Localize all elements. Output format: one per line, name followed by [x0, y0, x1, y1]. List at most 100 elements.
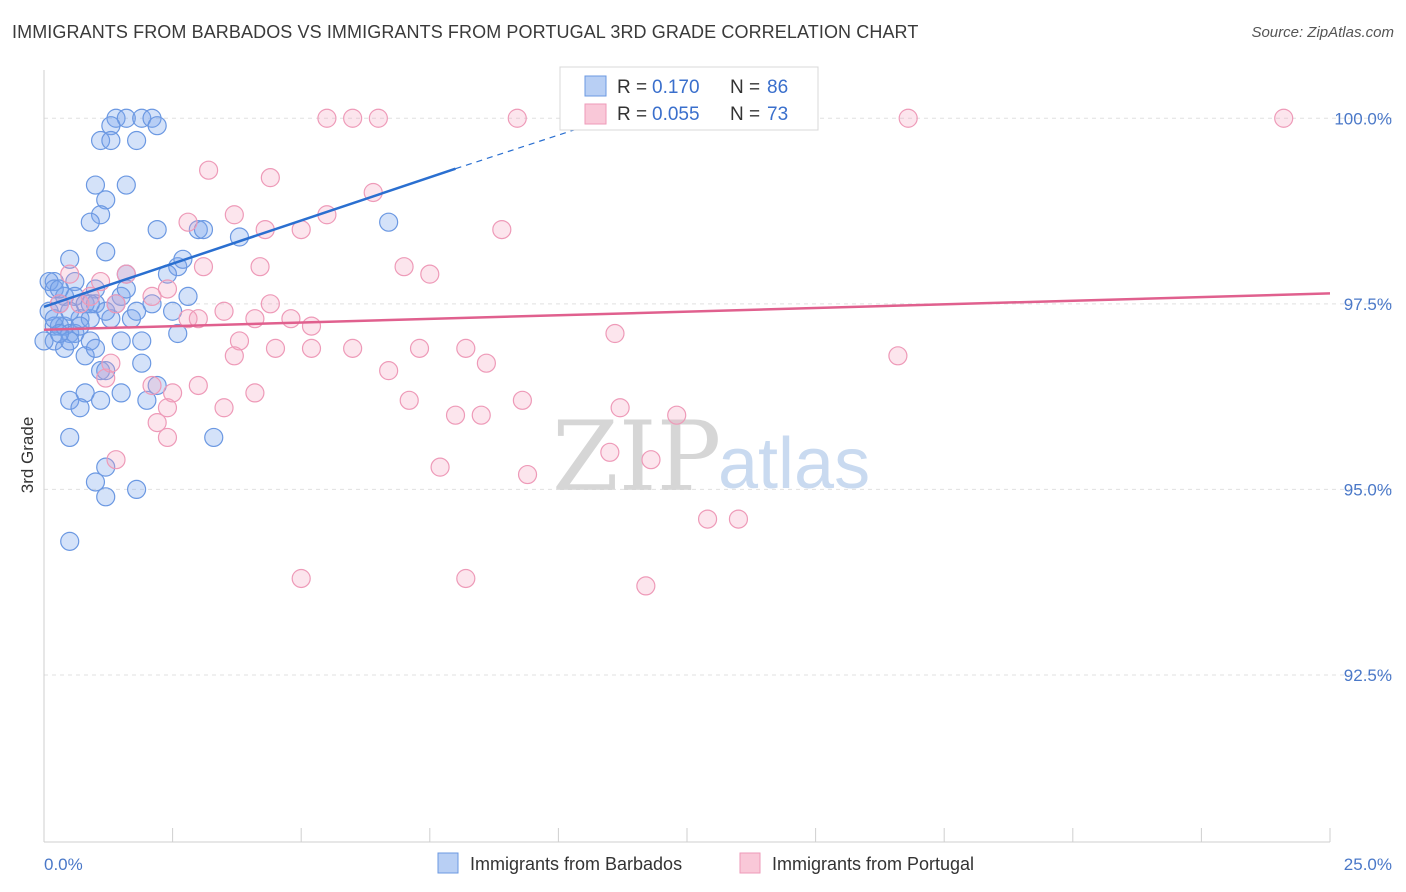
point-portugal-23	[157, 279, 178, 299]
point-portugal-42	[888, 346, 908, 366]
legend-swatch-portugal	[584, 103, 607, 125]
point-portugal-63	[697, 509, 718, 529]
legend-swatch-barbados	[584, 75, 607, 97]
point-portugal-26	[178, 309, 198, 329]
point-barbados-66	[60, 427, 80, 448]
point-portugal-61	[600, 442, 620, 462]
point-barbados-11	[96, 190, 116, 210]
legend-n-label-1: N =	[730, 77, 760, 98]
point-portugal-12	[224, 205, 244, 225]
point-barbados-14	[147, 219, 167, 240]
point-portugal-15	[394, 257, 414, 277]
point-portugal-66	[456, 568, 476, 589]
trend-line-portugal	[43, 292, 1331, 332]
y-tick-label-1: 97.5%	[1344, 295, 1392, 314]
point-portugal-8	[260, 168, 280, 188]
point-portugal-52	[471, 405, 491, 425]
point-barbados-77	[163, 301, 183, 321]
point-portugal-19	[193, 257, 214, 277]
point-barbados-70	[96, 487, 116, 507]
point-portugal-3	[507, 108, 527, 128]
point-barbados-84	[60, 331, 80, 351]
point-portugal-50	[399, 390, 419, 410]
watermark-zip: ZIP	[552, 401, 721, 513]
point-portugal-11	[178, 212, 198, 232]
point-portugal-51	[445, 405, 466, 425]
legend-n-label-2: N =	[730, 104, 760, 125]
y-tick-labels: 100.0% 97.5% 95.0% 92.5%	[1334, 109, 1392, 685]
point-barbados-69	[85, 472, 106, 492]
point-barbados-15	[188, 219, 208, 240]
x-tick-label-1: 25.0%	[1344, 855, 1392, 874]
point-portugal-54	[610, 398, 630, 418]
point-portugal-20	[60, 264, 80, 284]
point-barbados-85	[49, 323, 70, 344]
point-portugal-29	[260, 294, 280, 314]
point-portugal-62	[641, 450, 661, 470]
point-portugal-2	[368, 108, 388, 128]
point-barbados-53	[126, 301, 147, 321]
y-tick-label-0: 100.0%	[1334, 109, 1392, 128]
point-portugal-56	[147, 412, 167, 433]
point-portugal-44	[142, 375, 162, 396]
point-barbados-8	[126, 130, 147, 151]
point-portugal-36	[343, 338, 363, 358]
point-barbados-54	[96, 301, 116, 321]
point-portugal-67	[636, 576, 656, 596]
point-portugal-45	[163, 383, 183, 403]
watermark: ZIP atlas	[552, 401, 870, 513]
bottom-legend-swatch-portugal	[739, 852, 761, 874]
point-barbados-74	[60, 301, 80, 321]
point-portugal-55	[667, 405, 687, 425]
point-portugal-7	[199, 160, 219, 180]
legend-n-value-1: 86	[767, 77, 788, 98]
point-portugal-41	[605, 323, 625, 344]
y-axis-title: 3rd Grade	[18, 417, 37, 494]
bottom-legend-label-barbados: Immigrants from Barbados	[470, 854, 682, 874]
legend-r-label-1: R =	[617, 77, 647, 98]
point-barbados-71	[60, 531, 80, 551]
point-portugal-47	[214, 398, 234, 418]
point-barbados-4	[101, 116, 121, 136]
point-barbados-59	[60, 390, 80, 410]
point-portugal-72	[188, 309, 208, 329]
data-points	[34, 108, 1294, 596]
point-barbados-73	[49, 279, 70, 299]
point-portugal-34	[265, 338, 286, 358]
point-portugal-27	[214, 301, 234, 321]
point-barbados-68	[96, 457, 116, 477]
point-barbados-20	[96, 242, 116, 262]
x-tick-label-0: 0.0%	[44, 855, 83, 874]
bottom-legend-label-portugal: Immigrants from Portugal	[772, 854, 974, 874]
point-barbados-67	[204, 427, 224, 448]
point-barbados-61	[70, 398, 90, 418]
point-portugal-32	[301, 316, 322, 336]
point-barbados-65	[137, 390, 157, 410]
point-portugal-71	[101, 353, 121, 373]
point-barbados-10	[116, 175, 136, 195]
point-barbados-58	[132, 353, 152, 373]
point-portugal-35	[301, 338, 322, 358]
legend-r-value-2: 0.055	[652, 104, 700, 125]
point-barbados-19	[60, 249, 80, 269]
point-barbados-12	[90, 205, 111, 225]
point-portugal-25	[106, 294, 126, 314]
point-barbados-62	[90, 390, 111, 410]
x-tick-labels: 0.0% 25.0%	[44, 855, 1392, 874]
watermark-atlas: atlas	[718, 424, 870, 504]
point-portugal-58	[106, 450, 126, 470]
point-portugal-17	[492, 219, 512, 240]
point-portugal-40	[476, 353, 496, 373]
point-barbados-7	[101, 130, 121, 151]
bottom-legend-swatch-barbados	[437, 852, 459, 874]
chart-title: IMMIGRANTS FROM BARBADOS VS IMMIGRANTS F…	[12, 22, 919, 42]
point-barbados-47	[111, 331, 131, 351]
chart-source: Source: ZipAtlas.com	[1251, 24, 1394, 41]
point-portugal-37	[379, 361, 399, 381]
point-barbados-48	[132, 331, 152, 351]
point-portugal-5	[898, 108, 918, 128]
point-barbados-6	[90, 130, 111, 151]
point-barbados-1	[116, 108, 136, 128]
point-barbados-5	[147, 116, 167, 136]
